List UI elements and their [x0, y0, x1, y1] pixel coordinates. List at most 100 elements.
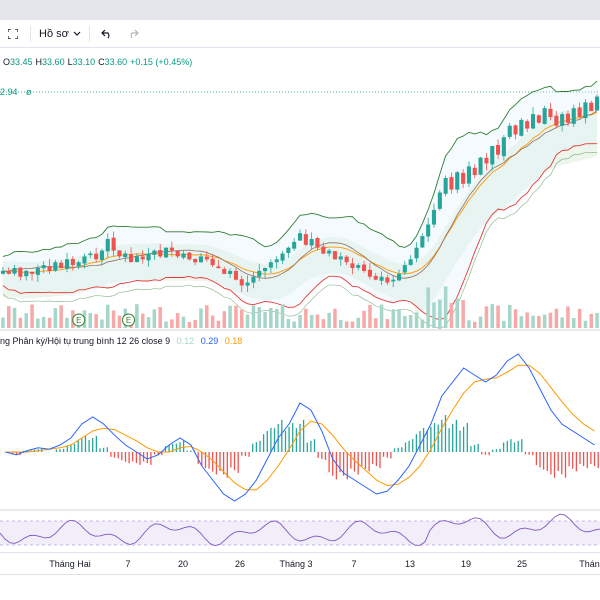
volume-bar — [65, 317, 69, 328]
volume-bar — [298, 315, 302, 328]
volume-bar — [24, 313, 28, 328]
candle-body — [443, 178, 448, 194]
time-axis[interactable]: Tháng Hai 7 20 26 Tháng 3 7 13 19 25 Tháng — [0, 552, 600, 574]
ichimoku-cloud — [2, 102, 598, 315]
candle-body — [420, 236, 425, 248]
candle-body — [158, 250, 163, 257]
candle-body — [140, 256, 145, 260]
candle-body — [193, 259, 198, 263]
volume-bar — [339, 320, 343, 328]
volume-bar — [461, 300, 465, 328]
volume-bar — [1, 317, 5, 328]
candle-body — [385, 277, 390, 283]
volume-bar — [420, 319, 425, 328]
volume-bar — [53, 308, 58, 328]
volume-bar — [170, 319, 174, 328]
volume-bar — [275, 309, 279, 328]
volume-bar — [269, 307, 273, 328]
toolbar-divider — [88, 25, 90, 42]
profile-label: Hồ sơ — [39, 27, 69, 40]
volume-bar — [59, 305, 63, 328]
candle-body — [146, 253, 151, 261]
price-marker-symbol: ø — [26, 87, 32, 97]
volume-bar — [210, 315, 215, 328]
volume-bar — [589, 313, 593, 328]
candle-body — [187, 252, 192, 260]
candle-body — [274, 259, 279, 263]
toolbar-divider — [30, 25, 31, 42]
candle-body — [30, 271, 35, 274]
volume-bar — [391, 309, 395, 328]
volume-bar — [327, 312, 331, 328]
earnings-marker-icon — [72, 313, 86, 327]
volume-bar — [467, 320, 471, 328]
candle-body — [379, 276, 384, 281]
candle-body — [47, 266, 52, 271]
candle-body — [391, 279, 396, 282]
volume-bar — [251, 305, 256, 328]
volume-bar — [350, 321, 355, 328]
candle-body — [59, 262, 64, 269]
low-value: 33.10 — [72, 57, 96, 67]
volume-bar — [304, 308, 308, 328]
candle-body — [94, 253, 99, 260]
undo-button[interactable] — [94, 20, 120, 47]
candle-body — [292, 241, 297, 249]
candle-body — [41, 265, 46, 269]
macd-hist-value: 0.12 — [176, 336, 195, 346]
volume-bar — [280, 304, 285, 328]
volume-bar — [88, 313, 92, 328]
time-axis-tick: 26 — [234, 559, 246, 569]
volume-bar — [525, 312, 529, 328]
volume-bar — [385, 319, 390, 328]
high-value: 33.60 — [42, 57, 65, 67]
candle-body — [82, 256, 87, 264]
candle-body — [571, 108, 576, 124]
candle-body — [496, 145, 501, 155]
candle-body — [152, 250, 157, 255]
volume-bar — [94, 314, 98, 328]
volume-bar — [484, 306, 489, 328]
bottom-bar — [0, 574, 600, 600]
candle-body — [117, 250, 122, 257]
candle-body — [478, 157, 483, 175]
candle-body — [216, 266, 221, 269]
candle-body — [490, 146, 495, 165]
volume-bar — [193, 320, 197, 328]
volume-bar — [356, 317, 360, 328]
candle-body — [169, 247, 174, 251]
time-axis-tick: 20 — [177, 559, 189, 569]
candle-body — [111, 237, 116, 251]
candle-body — [449, 177, 454, 190]
volume-bar — [141, 313, 145, 328]
candle-body — [239, 279, 244, 286]
chevron-down-icon — [73, 28, 81, 40]
volume-bar — [152, 309, 157, 328]
candle-body — [233, 270, 238, 280]
macd-title: ng Phân kỳ/Hội tụ trung bình 12 26 close… — [0, 336, 171, 346]
volume-bar — [344, 321, 349, 328]
candle-body — [327, 250, 332, 254]
undo-icon — [98, 25, 116, 43]
candle-body — [257, 270, 262, 277]
time-axis-tick: 19 — [460, 559, 472, 569]
profile-dropdown[interactable]: Hồ sơ — [35, 20, 85, 47]
volume-bar — [117, 315, 122, 328]
candle-body — [164, 247, 169, 258]
volume-bar — [502, 320, 506, 328]
earnings-marker-icon — [122, 313, 136, 327]
volume-bar — [513, 309, 518, 328]
candle-body — [263, 268, 268, 272]
redo-button[interactable] — [120, 20, 146, 47]
candle-body — [65, 259, 70, 269]
volume-bar — [473, 321, 477, 328]
time-axis-tick: Tháng — [579, 559, 600, 569]
volume-bar — [449, 303, 454, 328]
candle-body — [595, 96, 600, 111]
price-marker-text: 2.94 — [0, 87, 18, 97]
volume-bar — [542, 314, 547, 328]
volume-bar — [187, 322, 192, 328]
time-axis-tick: 13 — [404, 559, 416, 569]
time-axis-tick: 25 — [516, 559, 528, 569]
